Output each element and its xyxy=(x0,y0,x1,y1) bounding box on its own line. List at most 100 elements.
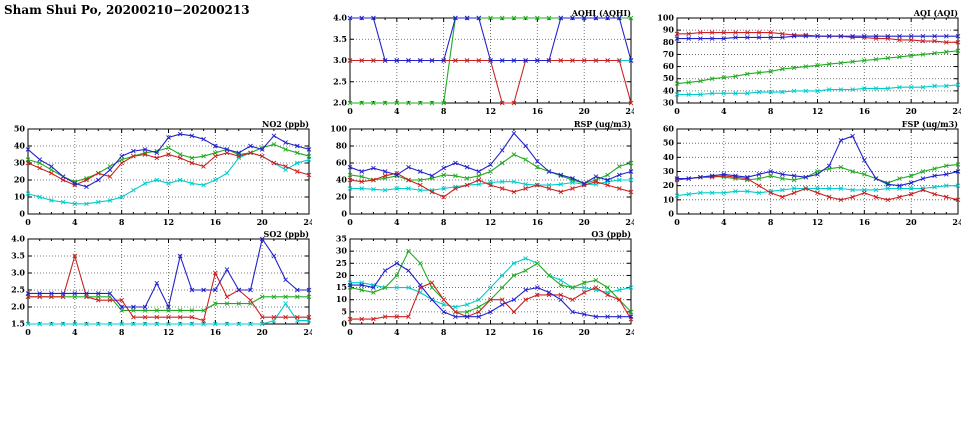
y-tick-label: 35 xyxy=(336,234,347,244)
x-tick-label: 12 xyxy=(163,217,174,227)
x-tick-label: 12 xyxy=(812,217,823,227)
series-markers-blue xyxy=(25,131,312,190)
x-tick-label: 16 xyxy=(532,327,544,337)
x-tick-label: 4 xyxy=(394,327,400,337)
x-tick-label: 12 xyxy=(812,106,823,116)
x-tick-label: 12 xyxy=(163,327,174,337)
series-markers-cyan xyxy=(674,82,961,97)
y-tick-label: 30 xyxy=(663,166,675,176)
y-tick-label: 50 xyxy=(14,124,26,134)
y-tick-label: 2.0 xyxy=(11,302,25,312)
y-tick-label: 40 xyxy=(663,152,675,162)
x-tick-label: 0 xyxy=(674,106,680,116)
y-tick-label: 20 xyxy=(336,192,348,202)
x-tick-label: 20 xyxy=(257,217,269,227)
chart-canvas-so2: 0 4 8 12 16 20 24 1.5 2.0 2.5 3.0 3.5 4.0 xyxy=(11,234,312,338)
y-tick-label: 50 xyxy=(663,138,675,148)
x-tick-label: 24 xyxy=(952,217,961,227)
x-tick-label: 16 xyxy=(859,217,871,227)
y-tick-label: 20 xyxy=(663,180,675,190)
chart-canvas-rsp: 0 4 8 12 16 20 24 0 20 40 60 80 100 xyxy=(330,124,634,228)
x-tick-label: 16 xyxy=(859,106,871,116)
x-tick-label: 24 xyxy=(625,327,634,337)
y-tick-label: 0 xyxy=(341,319,347,329)
series-line-cyan xyxy=(676,185,958,197)
x-tick-label: 12 xyxy=(485,106,496,116)
x-tick-label: 8 xyxy=(441,217,447,227)
chart-o3: O3 (ppb) 0 4 8 12 16 20 24 0 5 10 15 20 25 30 35 xyxy=(324,229,634,338)
y-tick-label: 90 xyxy=(663,25,675,35)
x-tick-label: 12 xyxy=(485,217,496,227)
y-tick-label: 40 xyxy=(14,141,26,151)
x-tick-label: 24 xyxy=(625,106,634,116)
series-markers-blue xyxy=(347,260,634,320)
x-tick-label: 4 xyxy=(721,217,727,227)
x-tick-label: 12 xyxy=(485,327,496,337)
chart-aqi: AQI (AQI) 0 4 8 12 16 20 24 30 40 50 60 70 80 90 100 xyxy=(651,8,961,117)
chart-canvas-no2: 0 4 8 12 16 20 24 0 10 20 30 40 50 xyxy=(14,124,312,228)
y-tick-label: 80 xyxy=(663,37,675,47)
chart-title-no2: NO2 (ppb) xyxy=(262,119,309,129)
page-title: Sham Shui Po, 20200210−20200213 xyxy=(4,3,250,17)
series-line-red xyxy=(676,175,959,201)
series-markers-red xyxy=(25,253,312,323)
chart-canvas-aqi: 0 4 8 12 16 20 24 30 40 50 60 70 80 90 100 xyxy=(657,13,961,117)
series-markers-blue xyxy=(347,130,634,186)
chart-aqhi: AQHI (AQHI) 0 4 8 12 16 20 24 2.0 2.5 3.0 3.5 4.0 xyxy=(324,8,634,117)
x-tick-label: 0 xyxy=(347,217,353,227)
y-tick-label: 0 xyxy=(668,209,674,219)
y-tick-label: 50 xyxy=(663,73,675,83)
x-tick-label: 20 xyxy=(579,327,591,337)
x-tick-label: 16 xyxy=(210,327,222,337)
chart-title-fsp: FSP (ug/m3) xyxy=(901,119,958,129)
x-tick-label: 4 xyxy=(394,217,400,227)
y-tick-label: 5 xyxy=(341,306,347,316)
series-markers-cyan xyxy=(347,256,634,310)
series-markers-cyan xyxy=(25,301,312,327)
series-markers-red xyxy=(25,150,312,188)
y-tick-label: 10 xyxy=(336,294,348,304)
x-tick-label: 20 xyxy=(906,106,918,116)
y-tick-label: 4.0 xyxy=(333,13,347,23)
series-line-cyan xyxy=(27,152,310,205)
x-tick-label: 20 xyxy=(579,106,591,116)
y-tick-label: 20 xyxy=(336,270,348,280)
series-markers-green xyxy=(25,294,312,313)
y-tick-label: 60 xyxy=(663,61,675,71)
y-tick-label: 10 xyxy=(663,194,675,204)
chart-fsp: FSP (ug/m3) 0 4 8 12 16 20 24 0 10 20 30 40 50 60 xyxy=(651,119,961,228)
series-markers-red xyxy=(347,280,634,322)
x-tick-label: 0 xyxy=(347,327,353,337)
y-tick-label: 3.0 xyxy=(11,268,25,278)
chart-title-o3: O3 (ppb) xyxy=(591,229,631,239)
series-line-blue xyxy=(349,132,632,185)
y-tick-label: 30 xyxy=(663,98,675,108)
x-tick-label: 4 xyxy=(72,217,78,227)
y-tick-label: 60 xyxy=(663,124,675,134)
y-tick-label: 40 xyxy=(336,175,348,185)
x-tick-label: 8 xyxy=(441,106,447,116)
x-tick-label: 8 xyxy=(768,217,774,227)
chart-title-aqhi: AQHI (AQHI) xyxy=(571,8,631,18)
series-markers-blue xyxy=(25,236,312,310)
x-tick-label: 16 xyxy=(532,106,544,116)
series-markers-blue xyxy=(347,15,634,63)
chart-title-rsp: RSP (ug/m3) xyxy=(573,119,631,129)
x-tick-label: 0 xyxy=(347,106,353,116)
y-tick-label: 4.0 xyxy=(11,234,25,244)
y-tick-label: 30 xyxy=(336,246,348,256)
chart-no2: NO2 (ppb) 0 4 8 12 16 20 24 0 10 20 30 40 50 xyxy=(2,119,312,228)
x-tick-label: 8 xyxy=(768,106,774,116)
chart-canvas-aqhi: 0 4 8 12 16 20 24 2.0 2.5 3.0 3.5 4.0 xyxy=(333,13,634,117)
x-tick-label: 20 xyxy=(906,217,918,227)
x-tick-label: 24 xyxy=(625,217,634,227)
x-tick-label: 16 xyxy=(210,217,222,227)
y-tick-label: 2.0 xyxy=(333,98,347,108)
x-tick-label: 20 xyxy=(579,217,591,227)
series-markers-blue xyxy=(674,33,961,41)
x-tick-label: 20 xyxy=(257,327,269,337)
chart-canvas-o3: 0 4 8 12 16 20 24 0 5 10 15 20 25 30 35 xyxy=(336,234,634,338)
series-line-blue xyxy=(27,133,310,188)
x-tick-label: 0 xyxy=(674,217,680,227)
